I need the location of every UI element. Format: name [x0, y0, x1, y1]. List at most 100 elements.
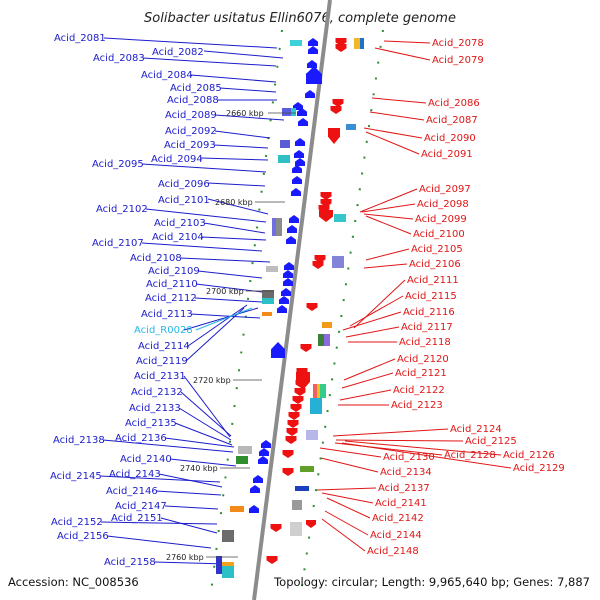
gene-label[interactable]: Acid_2102 [96, 204, 148, 215]
kbp-marker: 2740 kbp [180, 464, 218, 473]
gene-label[interactable]: Acid_2108 [130, 253, 182, 264]
gene-label[interactable]: Acid_2148 [367, 546, 419, 557]
connector-line [363, 263, 408, 269]
gene-label[interactable]: Acid_2140 [120, 454, 172, 465]
gene-box [291, 108, 296, 116]
gene-label[interactable]: Acid_2094 [151, 154, 203, 165]
gene-arrow-forward [282, 468, 294, 476]
gene-label[interactable]: Acid_2100 [413, 229, 465, 240]
gene-label[interactable]: Acid_2137 [378, 483, 430, 494]
gene-label[interactable]: Acid_2081 [54, 33, 106, 44]
connector-line [99, 475, 221, 483]
gene-label[interactable]: Acid_2135 [125, 418, 177, 429]
gene-label[interactable]: Acid_2131 [134, 371, 186, 382]
gene-label[interactable]: Acid_2158 [104, 557, 156, 568]
connector-line [320, 457, 379, 473]
gene-label[interactable]: Acid_2138 [53, 435, 105, 446]
gene-label[interactable]: Acid_2142 [372, 513, 424, 524]
gene-label[interactable]: Acid_2088 [167, 95, 219, 106]
gene-label[interactable]: Acid_2123 [391, 400, 443, 411]
connector-line [383, 40, 431, 44]
gene-label[interactable]: Acid_2128 [444, 450, 496, 461]
gene-label[interactable]: Acid_2093 [164, 140, 216, 151]
gene-label[interactable]: Acid_2082 [152, 47, 204, 58]
gene-box [282, 108, 296, 116]
gene-label[interactable]: Acid_2121 [395, 368, 447, 379]
gene-label[interactable]: Acid_2119 [136, 356, 188, 367]
connector-line [141, 242, 263, 252]
gene-label[interactable]: Acid_2084 [141, 70, 193, 81]
gene-label[interactable]: Acid_2136 [115, 433, 167, 444]
gene-label[interactable]: Acid_2085 [170, 83, 222, 94]
gene-label[interactable]: Acid_2113 [141, 309, 193, 320]
gene-label[interactable]: Acid_2144 [370, 530, 422, 541]
gene-label[interactable]: Acid_2146 [106, 486, 158, 497]
gene-label[interactable]: Acid_2104 [152, 232, 204, 243]
gene-label[interactable]: Acid_2079 [432, 55, 484, 66]
connector-line [100, 521, 218, 525]
gene-box [334, 214, 346, 222]
gene-label[interactable]: Acid_2078 [432, 38, 484, 49]
gene-label[interactable]: Acid_2098 [417, 199, 469, 210]
gene-label[interactable]: Acid_2145 [50, 471, 102, 482]
gene-label[interactable]: Acid_2156 [57, 531, 109, 542]
kbp-marker: 2700 kbp [206, 287, 244, 296]
gene-label[interactable]: Acid_2120 [397, 354, 449, 365]
connector-line [141, 163, 267, 173]
gene-label[interactable]: Acid_2125 [465, 436, 517, 447]
gene-label[interactable]: Acid_2129 [513, 463, 565, 474]
gene-label[interactable]: Acid_2122 [393, 385, 445, 396]
gene-label[interactable]: Acid_2089 [165, 110, 217, 121]
connector-line [213, 144, 269, 149]
gene-label[interactable]: Acid_2095 [92, 159, 144, 170]
gene-label[interactable]: Acid_2091 [421, 149, 473, 160]
gene-label[interactable]: Acid_2151 [111, 513, 163, 524]
connector-line [214, 130, 271, 139]
gene-label[interactable]: Acid_2090 [424, 133, 476, 144]
gene-label[interactable]: Acid_2130 [383, 452, 435, 463]
gene-arrow-forward [306, 303, 318, 311]
connector-line [335, 439, 464, 442]
gene-label[interactable]: Acid_2152 [51, 517, 103, 528]
gene-label[interactable]: Acid_2107 [92, 238, 144, 249]
gene-label[interactable]: Acid_2103 [154, 218, 206, 229]
gene-label[interactable]: Acid_2134 [380, 467, 432, 478]
gene-label[interactable]: Acid_2092 [165, 126, 217, 137]
gene-label[interactable]: Acid_2111 [407, 275, 459, 286]
gene-label[interactable]: Acid_2141 [375, 498, 427, 509]
gene-label[interactable]: Acid_2106 [409, 259, 461, 270]
gene-label[interactable]: Acid_2124 [450, 424, 502, 435]
gene-label[interactable]: Acid_2116 [403, 307, 455, 318]
gene-label[interactable]: Acid_2101 [158, 195, 210, 206]
gene-arrow-reverse [308, 46, 318, 54]
kbp-marker: 2680 kbp [215, 198, 253, 207]
gene-label[interactable]: Acid_2086 [428, 98, 480, 109]
gene-label[interactable]: Acid_2132 [131, 387, 183, 398]
gene-label[interactable]: Acid_2105 [411, 244, 463, 255]
connector-line [324, 510, 369, 536]
gene-arrow-reverse [277, 305, 287, 313]
gene-label[interactable]: Acid_2117 [401, 322, 453, 333]
gene-label[interactable]: Acid_2115 [405, 291, 457, 302]
gene-label[interactable]: Acid_2147 [115, 501, 167, 512]
gene-label[interactable]: Acid_2087 [426, 115, 478, 126]
gene-label[interactable]: Acid_2118 [399, 337, 451, 348]
connector-line [160, 517, 218, 534]
gene-label[interactable]: Acid_2114 [138, 341, 190, 352]
gene-arrow-reverse [297, 108, 307, 116]
gene-arrow-reverse [292, 165, 302, 173]
gene-arrow-forward [266, 556, 278, 564]
gene-label[interactable]: Acid_2133 [129, 403, 181, 414]
gene-label[interactable]: Acid_2099 [415, 214, 467, 225]
gene-label[interactable]: Acid_2126 [503, 450, 555, 461]
gene-label[interactable]: Acid_2143 [109, 469, 161, 480]
gene-label[interactable]: Acid_2110 [146, 279, 198, 290]
gene-label[interactable]: Acid_2112 [145, 293, 197, 304]
gene-label[interactable]: Acid_2096 [158, 179, 210, 190]
gene-label[interactable]: Acid_2083 [93, 53, 145, 64]
gene-arrow-reverse [279, 296, 289, 304]
gene-label[interactable]: Acid_2097 [419, 184, 471, 195]
gene-label-rna[interactable]: Acid_R0028 [134, 325, 193, 336]
connector-line [197, 270, 263, 279]
gene-label[interactable]: Acid_2109 [148, 266, 200, 277]
